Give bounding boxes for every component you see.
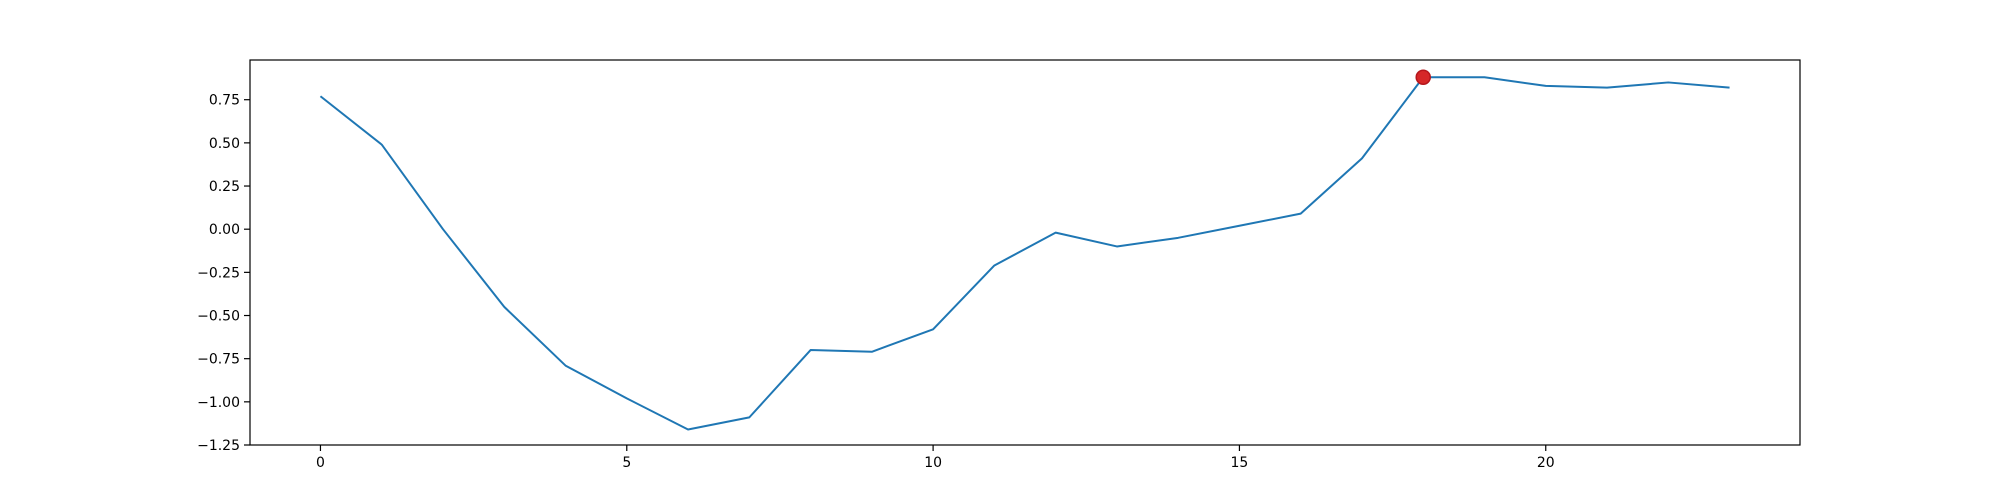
y-axis-ticks: 0.75 0.50 0.25 0.00 −0.25 −0.50 −0.75 −1.00 −1.2… xyxy=(197,93,250,454)
data-point xyxy=(1177,237,1179,239)
axes-frame xyxy=(249,59,1801,446)
x-tick-label: 15 xyxy=(1231,455,1249,471)
data-point xyxy=(1055,232,1057,234)
y-tick-label: −1.25 xyxy=(197,438,240,454)
data-point xyxy=(319,95,321,97)
data-point xyxy=(1300,213,1302,215)
x-tick-label: 20 xyxy=(1537,455,1555,471)
x-tick-label: 0 xyxy=(316,455,325,471)
data-point xyxy=(1361,157,1363,159)
y-tick-label: −1.00 xyxy=(197,395,240,411)
series-line xyxy=(319,76,1730,431)
data-point xyxy=(1238,225,1240,227)
data-point xyxy=(626,397,628,399)
data-point xyxy=(871,351,873,353)
data-point xyxy=(810,349,812,351)
x-tick-label: 5 xyxy=(622,455,631,471)
highlight-point xyxy=(1415,69,1431,86)
y-tick-label: 0.50 xyxy=(209,136,240,152)
data-point xyxy=(993,264,995,266)
x-axis-ticks: 0 5 10 15 20 xyxy=(316,445,1555,471)
data-point xyxy=(565,365,567,367)
data-point xyxy=(503,306,505,308)
data-point xyxy=(1729,87,1731,89)
y-tick-label: −0.25 xyxy=(197,265,240,281)
y-tick-label: −0.75 xyxy=(197,352,240,368)
data-point xyxy=(442,228,444,230)
data-point xyxy=(748,416,750,418)
data-point xyxy=(1606,87,1608,89)
x-tick-label: 10 xyxy=(924,455,942,471)
y-tick-label: 0.75 xyxy=(209,93,240,109)
data-point xyxy=(687,428,689,430)
data-point xyxy=(1545,85,1547,87)
data-point xyxy=(381,144,383,146)
y-tick-label: −0.50 xyxy=(197,309,240,325)
plot-area xyxy=(319,69,1731,431)
y-tick-label: 0.00 xyxy=(209,222,240,238)
data-point xyxy=(932,328,934,330)
data-point xyxy=(1483,76,1485,78)
y-tick-label: 0.25 xyxy=(209,179,240,195)
data-point xyxy=(1116,245,1118,247)
data-point xyxy=(1667,81,1669,83)
